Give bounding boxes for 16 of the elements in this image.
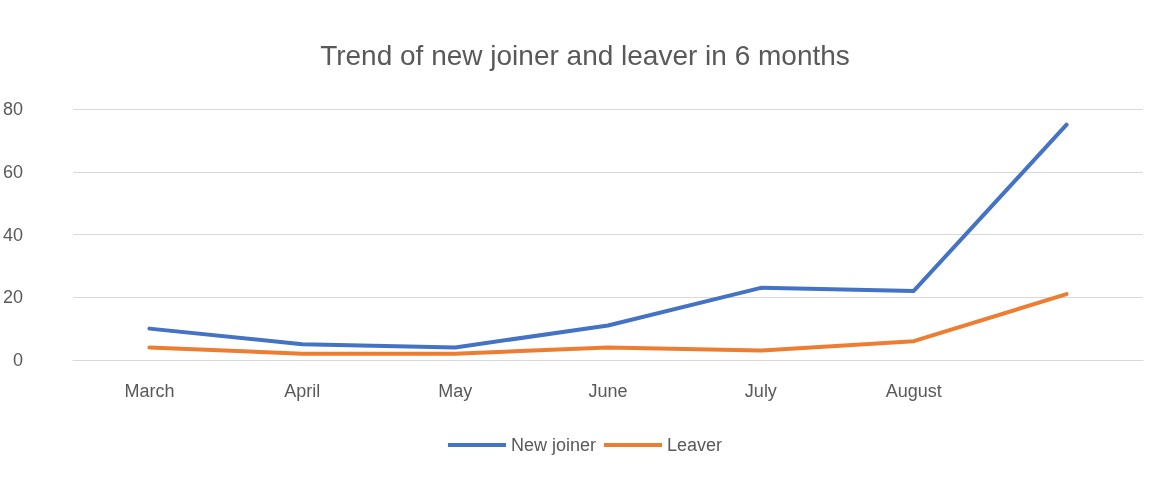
y-tick-label: 40 [2, 224, 24, 245]
legend-label: New joiner [510, 435, 597, 455]
x-tick-label: July [744, 381, 777, 401]
y-tick-label: 0 [13, 350, 24, 370]
line-series [147, 292, 1069, 356]
x-tick-label: June [588, 381, 628, 401]
x-tick-label: May [438, 381, 473, 401]
y-tick-label: 60 [2, 161, 24, 182]
x-tick-label: August [885, 381, 942, 401]
y-tick-label: 80 [2, 99, 24, 119]
chart-title: Trend of new joiner and leaver in 6 months [320, 39, 850, 71]
x-tick-label: March [124, 381, 175, 401]
x-tick-label: April [284, 381, 321, 401]
line-series [147, 122, 1069, 350]
y-tick-label: 20 [2, 287, 24, 308]
legend-label: Leaver [667, 435, 723, 455]
